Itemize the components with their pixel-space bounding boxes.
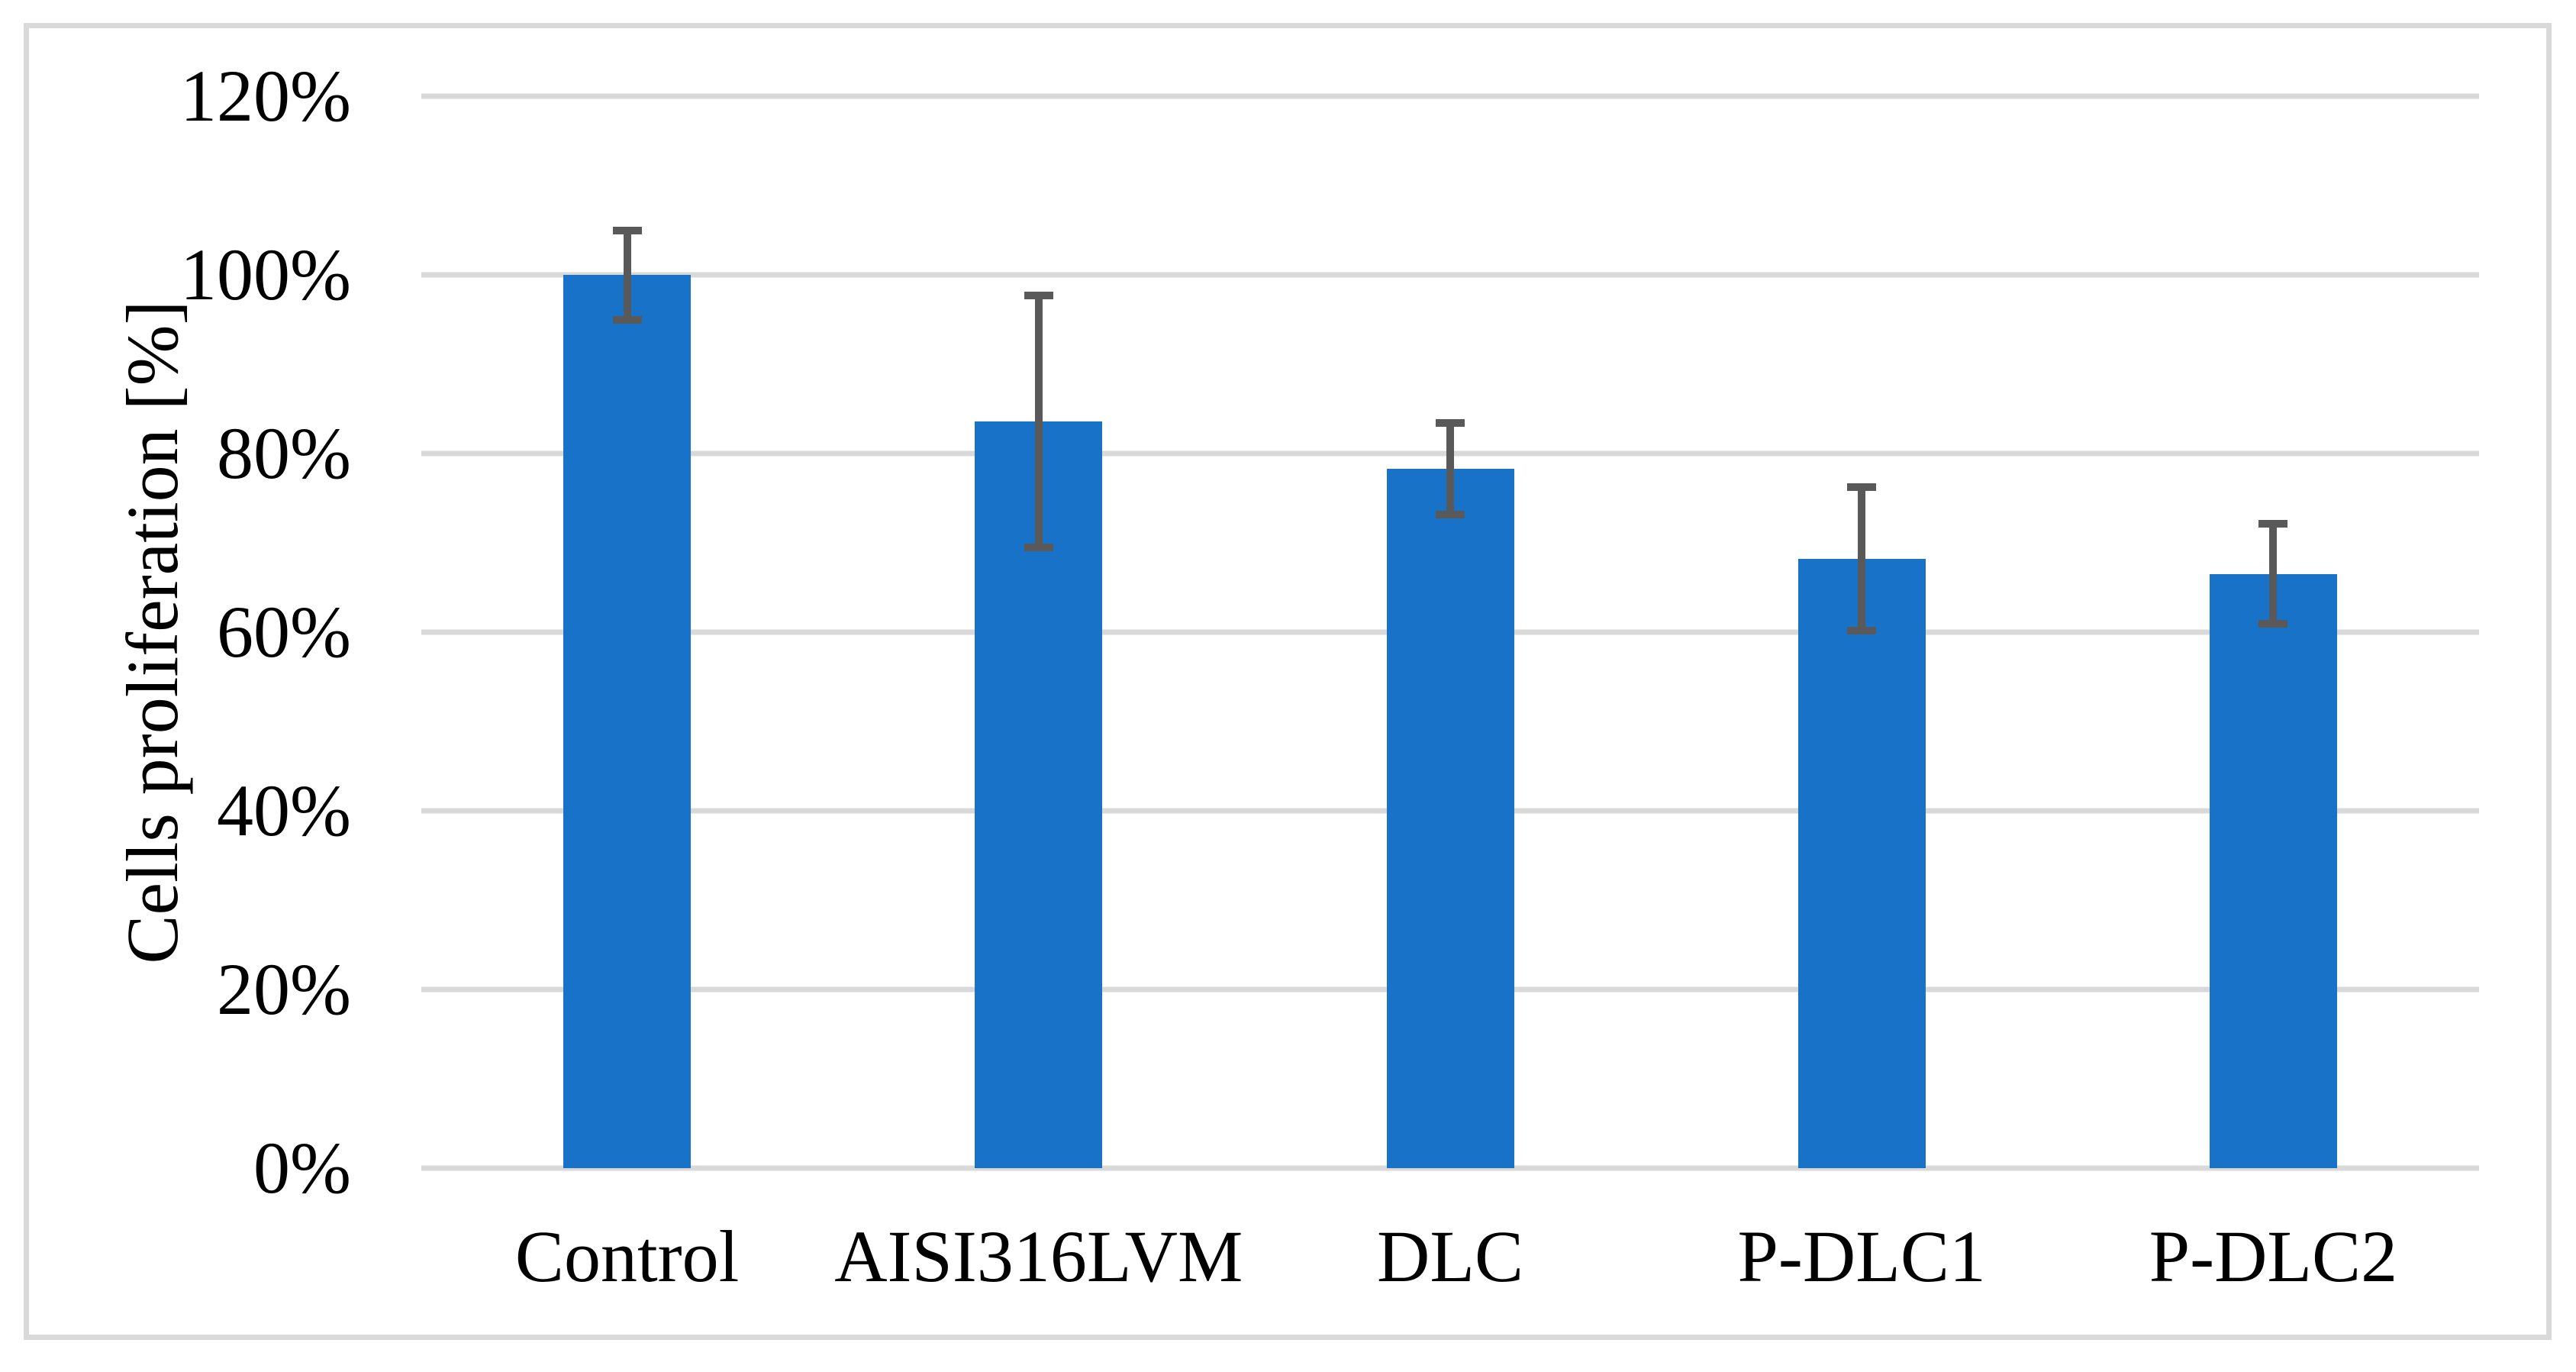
gridline-100% [421,272,2479,278]
bar-P-DLC2 [2209,573,2337,1168]
y-tick-label-40%: 40% [217,770,351,851]
bar-P-DLC1 [1797,559,1926,1168]
bar-Control [563,275,692,1168]
chart-frame-border [24,23,2552,1340]
error-bar-bottom-cap-P-DLC2 [2258,620,2288,628]
bar-DLC [1386,468,1514,1168]
error-bar-line-P-DLC2 [2269,524,2278,625]
error-bar-line-Control [623,230,631,320]
y-tick-label-120%: 120% [180,55,351,137]
error-bar-line-DLC [1446,423,1454,515]
x-category-label-Control: Control [514,1215,740,1297]
error-bar-top-cap-P-DLC1 [1847,483,1877,492]
y-tick-label-20%: 20% [217,948,351,1030]
error-bar-line-AISI316LVM [1034,295,1043,547]
x-category-label-P-DLC1: P-DLC1 [1737,1215,1986,1297]
error-bar-top-cap-Control [612,226,642,234]
x-axis-category-labels: Control AISI316LVM DLC P-DLC1 P-DLC2 [421,1220,2479,1304]
y-tick-label-100%: 100% [180,234,351,315]
gridline-120% [421,93,2479,99]
y-tick-label-60%: 60% [217,591,351,673]
error-bar-top-cap-DLC [1436,419,1465,428]
x-category-label-P-DLC2: P-DLC2 [2149,1215,2398,1297]
error-bar-bottom-cap-P-DLC1 [1847,626,1877,634]
y-tick-label-80%: 80% [217,412,351,494]
error-bar-top-cap-AISI316LVM [1024,291,1053,299]
x-category-label-DLC: DLC [1376,1215,1523,1297]
error-bar-top-cap-P-DLC2 [2258,520,2288,528]
gridline-0% [421,1165,2479,1171]
error-bar-bottom-cap-AISI316LVM [1024,543,1053,551]
error-bar-bottom-cap-DLC [1436,510,1465,518]
error-bar-line-P-DLC1 [1858,487,1866,631]
error-bar-bottom-cap-Control [612,315,642,324]
x-category-label-AISI316LVM: AISI316LVM [834,1215,1243,1297]
y-tick-label-0%: 0% [253,1127,351,1209]
plot-area [421,93,2479,1171]
